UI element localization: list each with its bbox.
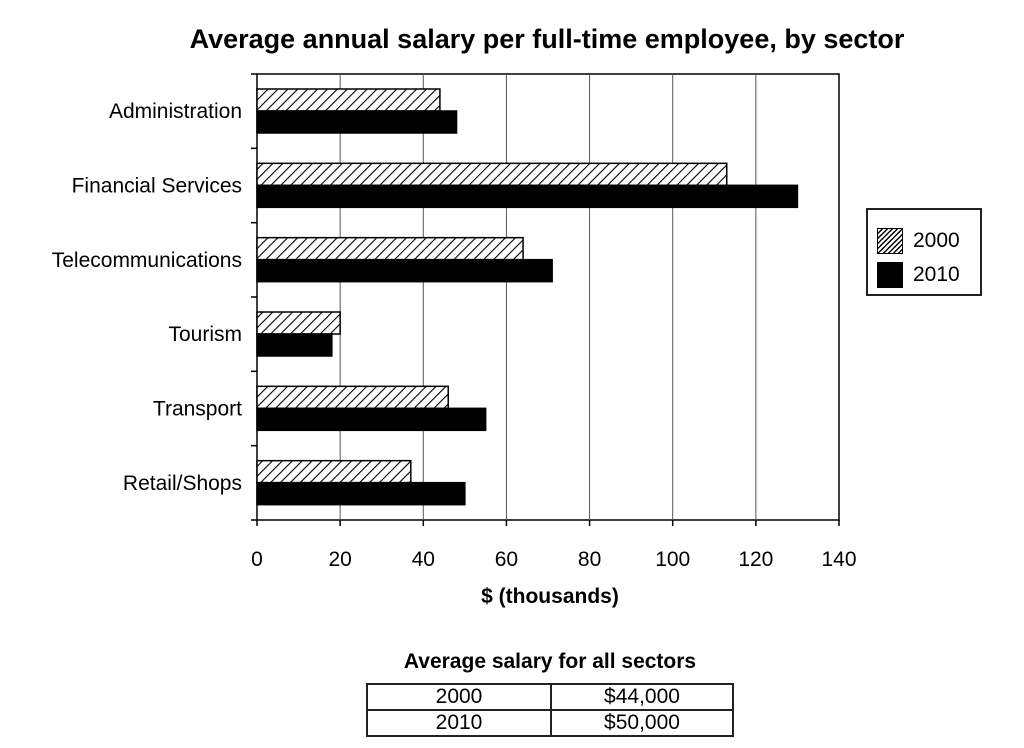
y-tick-label: Financial Services <box>72 175 242 198</box>
x-tick-label: 120 <box>738 548 773 571</box>
x-tick-label: 100 <box>655 548 690 571</box>
y-tick-label: Telecommunications <box>52 249 242 272</box>
summary-table: 2000 $44,000 2010 $50,000 <box>366 683 734 737</box>
summary-table-title: Average salary for all sectors <box>403 650 697 673</box>
gridlines <box>339 74 757 520</box>
bar-chart: 0 20 40 60 80 100 120 140 Administration Financia… <box>52 73 857 608</box>
legend: 2000 2010 <box>866 208 982 296</box>
bar-2010-transport <box>256 407 487 432</box>
bar-2010-financial-services <box>256 184 799 209</box>
bar-2010-retail-shops <box>256 481 466 506</box>
x-axis-label: $ (thousands) <box>481 585 619 608</box>
bar-2010-tourism <box>256 333 333 357</box>
x-tick-label: 0 <box>251 548 263 571</box>
bars <box>256 88 799 506</box>
bar-2010-telecommunications <box>256 258 553 283</box>
x-tick-label: 40 <box>412 548 435 571</box>
bar-2000-telecommunications <box>256 236 524 261</box>
bar-2010-administration <box>256 110 458 134</box>
y-tick-label: Transport <box>153 398 242 421</box>
x-tick-label: 80 <box>578 548 601 571</box>
bar-2000-administration <box>256 88 441 112</box>
y-tick-label: Tourism <box>168 323 242 346</box>
legend-swatch-solid <box>877 262 903 288</box>
legend-item-2010: 2010 <box>877 262 960 288</box>
bar-2000-tourism <box>256 311 341 335</box>
table-cell-year: 2010 <box>366 709 552 737</box>
chart-title: Average annual salary per full-time empl… <box>189 24 905 54</box>
y-tick-label: Retail/Shops <box>123 472 242 495</box>
legend-swatch-hatched <box>877 228 903 254</box>
table-cell-salary: $50,000 <box>550 709 734 737</box>
legend-label: 2000 <box>913 229 960 252</box>
legend-label: 2010 <box>913 263 960 286</box>
bar-2000-transport <box>256 385 449 410</box>
table-row: 2010 $50,000 <box>366 709 734 737</box>
axes: 0 20 40 60 80 100 120 140 Administration Financia… <box>52 73 857 571</box>
bar-2000-financial-services <box>256 162 728 187</box>
x-tick-label: 60 <box>495 548 518 571</box>
bar-2000-retail-shops <box>256 459 412 484</box>
table-cell-salary: $44,000 <box>550 683 734 711</box>
x-tick-label: 140 <box>821 548 856 571</box>
x-tick-label: 20 <box>328 548 351 571</box>
table-cell-year: 2000 <box>366 683 552 711</box>
plot-area <box>256 73 840 521</box>
legend-item-2000: 2000 <box>877 228 960 254</box>
table-row: 2000 $44,000 <box>366 683 734 711</box>
y-tick-label: Administration <box>109 100 242 123</box>
